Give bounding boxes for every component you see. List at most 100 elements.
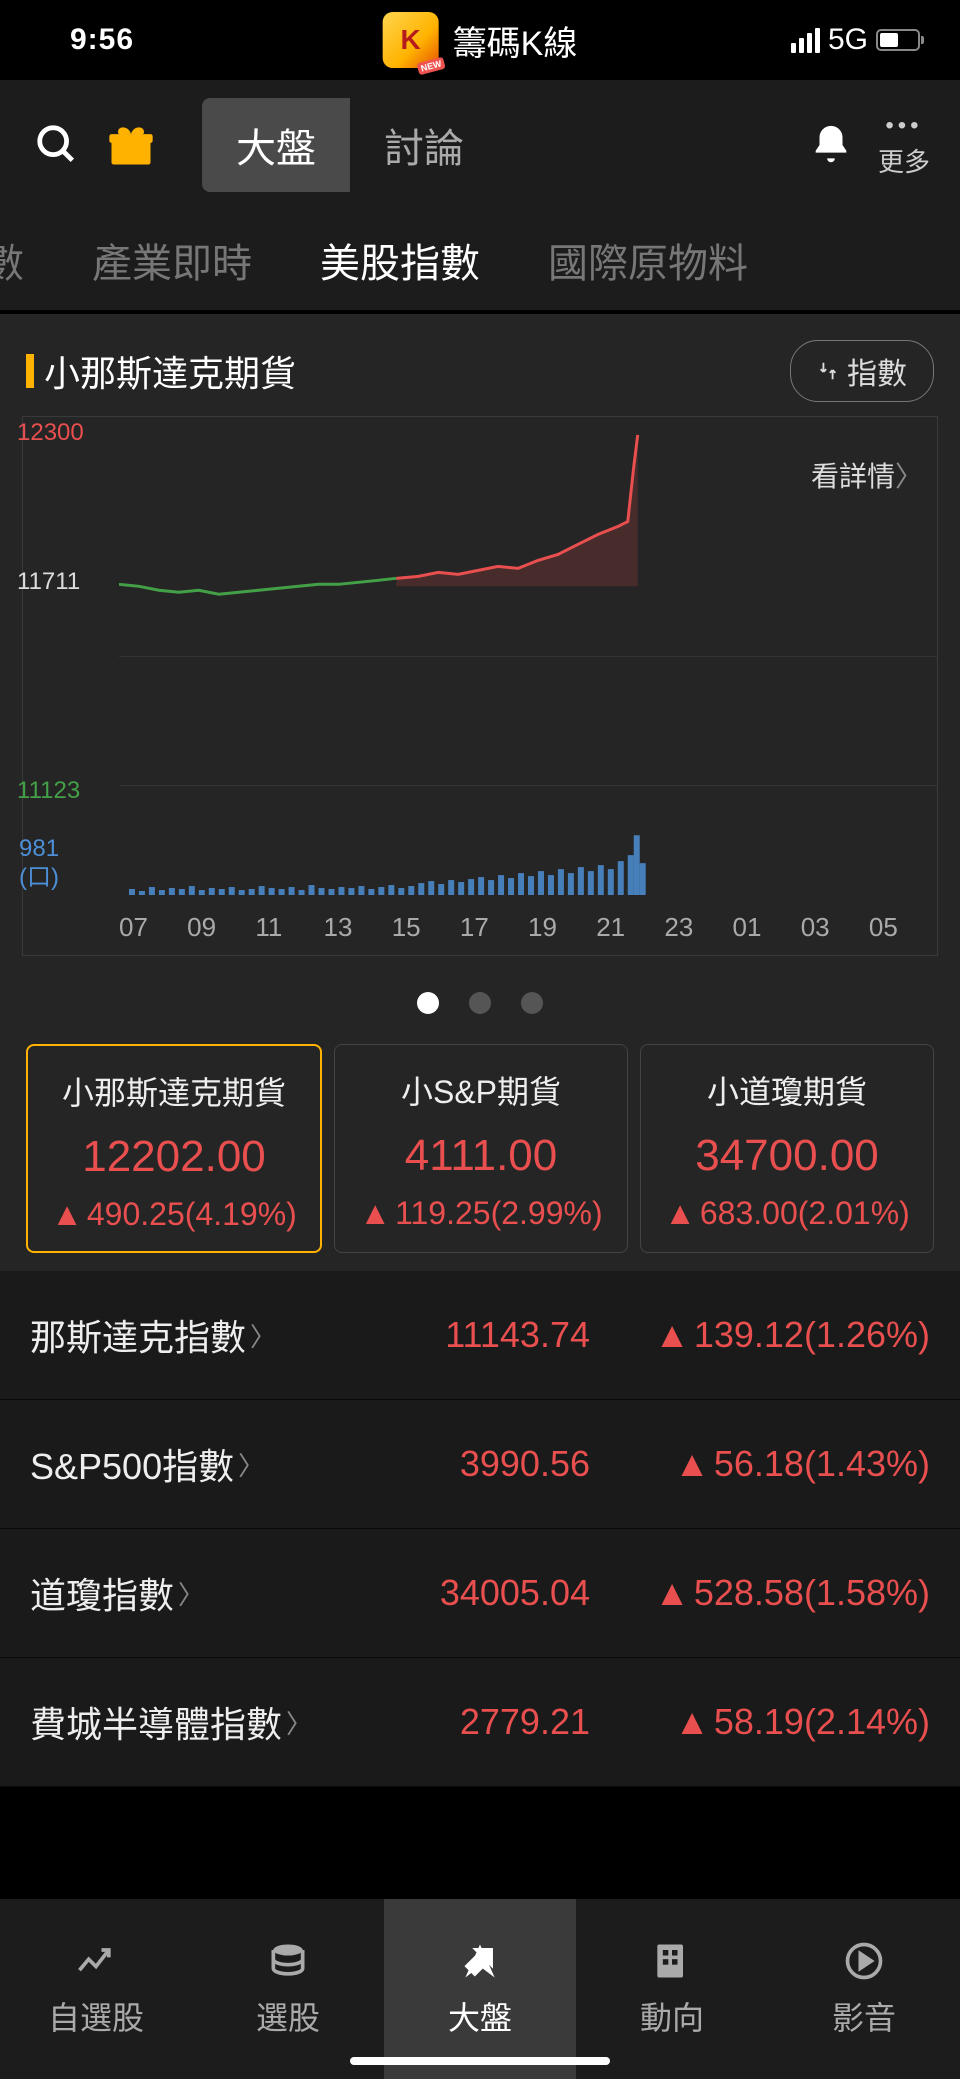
chart-title-text: 小那斯達克期貨 xyxy=(44,345,296,397)
more-dots-icon: ••• xyxy=(885,112,922,140)
more-button[interactable]: ••• 更多 xyxy=(878,112,930,179)
nav-video[interactable]: 影音 xyxy=(768,1899,960,2079)
bottom-nav: 自選股 選股 大盤 動向 影音 xyxy=(0,1899,960,2079)
x-tick: 19 xyxy=(528,912,596,943)
nav-market[interactable]: 大盤 xyxy=(384,1899,576,2079)
subtab-intl-materials[interactable]: 國際原物料 xyxy=(544,231,752,289)
card-change: 683.00(2.01%) xyxy=(647,1195,927,1232)
index-toggle-button[interactable]: 指數 xyxy=(790,340,934,402)
x-tick: 05 xyxy=(869,912,937,943)
card-name: 小道瓊期貨 xyxy=(647,1067,927,1113)
index-list: 那斯達克指數〉 11143.74 139.12(1.26%)S&P500指數〉 … xyxy=(0,1271,960,1787)
sub-tabs[interactable]: 數 產業即時 美股指數 國際原物料 xyxy=(0,210,960,310)
index-value: 34005.04 xyxy=(360,1572,590,1614)
index-label: 費城半導體指數〉 xyxy=(30,1696,360,1748)
x-tick: 17 xyxy=(460,912,528,943)
search-icon[interactable] xyxy=(30,118,84,172)
nav-video-label: 影音 xyxy=(832,1993,896,2039)
x-tick: 03 xyxy=(801,912,869,943)
battery-icon xyxy=(876,29,920,51)
nav-trend[interactable]: 動向 xyxy=(576,1899,768,2079)
pager-dot-2[interactable] xyxy=(521,992,543,1014)
main-tab-group: 大盤 討論 xyxy=(202,98,498,192)
nav-screener[interactable]: 選股 xyxy=(192,1899,384,2079)
nav-screener-label: 選股 xyxy=(256,1993,320,2039)
chevron-right-icon: 〉 xyxy=(286,1704,312,1741)
nav-watchlist-label: 自選股 xyxy=(48,1993,144,2039)
chevron-right-icon: 〉 xyxy=(250,1317,276,1354)
futures-card-2[interactable]: 小道瓊期貨 34700.00 683.00(2.01%) xyxy=(640,1044,934,1253)
card-name: 小那斯達克期貨 xyxy=(34,1068,314,1114)
subtab-industry[interactable]: 產業即時 xyxy=(88,231,256,289)
nav-watchlist[interactable]: 自選股 xyxy=(0,1899,192,2079)
status-bar: 9:56 K 籌碼K線 5G xyxy=(0,0,960,80)
futures-cards: 小那斯達克期貨 12202.00 490.25(4.19%)小S&P期貨 411… xyxy=(22,1044,938,1271)
pager-dot-0[interactable] xyxy=(417,992,439,1014)
gift-icon[interactable] xyxy=(104,118,158,172)
x-tick: 21 xyxy=(596,912,664,943)
tab-discuss[interactable]: 討論 xyxy=(350,98,498,192)
chart-pager[interactable] xyxy=(22,956,938,1044)
x-tick: 11 xyxy=(255,912,323,943)
home-indicator[interactable] xyxy=(350,2057,610,2065)
status-time: 9:56 xyxy=(70,23,134,57)
chevron-right-icon: 〉 xyxy=(238,1446,264,1483)
x-axis: 070911131517192123010305 xyxy=(119,912,937,943)
more-label: 更多 xyxy=(878,142,930,179)
chart-plot xyxy=(119,417,937,895)
index-change: 56.18(1.43%) xyxy=(590,1443,930,1485)
index-row-3[interactable]: 費城半導體指數〉 2779.21 58.19(2.14%) xyxy=(0,1658,960,1787)
bell-icon[interactable] xyxy=(804,118,858,172)
chevron-right-icon: 〉 xyxy=(178,1575,204,1612)
index-row-0[interactable]: 那斯達克指數〉 11143.74 139.12(1.26%) xyxy=(0,1271,960,1400)
top-bar: 大盤 討論 ••• 更多 xyxy=(0,80,960,210)
vol-max: 981 xyxy=(19,835,59,864)
y-tick-top: 12300 xyxy=(17,417,109,447)
subtab-us-index[interactable]: 美股指數 xyxy=(316,231,484,289)
y-tick-mid: 11711 xyxy=(17,568,109,596)
index-label: 那斯達克指數〉 xyxy=(30,1309,360,1361)
card-price: 12202.00 xyxy=(34,1132,314,1182)
index-row-2[interactable]: 道瓊指數〉 34005.04 528.58(1.58%) xyxy=(0,1529,960,1658)
app-name: 籌碼K線 xyxy=(453,16,578,65)
index-value: 3990.56 xyxy=(360,1443,590,1485)
card-price: 34700.00 xyxy=(647,1131,927,1181)
vol-unit: (口) xyxy=(19,864,59,893)
subtab-prev[interactable]: 數 xyxy=(0,231,28,289)
index-toggle-label: 指數 xyxy=(847,349,907,393)
chart-section: 小那斯達克期貨 指數 12300 11711 11123 981 (口) 看詳情… xyxy=(0,314,960,1271)
signal-icon xyxy=(791,28,820,53)
index-change: 139.12(1.26%) xyxy=(590,1314,930,1356)
card-change: 490.25(4.19%) xyxy=(34,1196,314,1233)
app-icon: K xyxy=(383,12,439,68)
status-app: K 籌碼K線 xyxy=(383,12,578,68)
index-change: 58.19(2.14%) xyxy=(590,1701,930,1743)
nav-trend-label: 動向 xyxy=(640,1993,704,2039)
status-right: 5G xyxy=(791,23,920,57)
pager-dot-1[interactable] xyxy=(469,992,491,1014)
network-label: 5G xyxy=(828,23,868,57)
y-tick-bot: 11123 xyxy=(17,777,109,805)
nav-market-label: 大盤 xyxy=(448,1993,512,2039)
futures-card-1[interactable]: 小S&P期貨 4111.00 119.25(2.99%) xyxy=(334,1044,628,1253)
index-label: S&P500指數〉 xyxy=(30,1438,360,1490)
y-axis: 12300 11711 11123 xyxy=(17,417,109,895)
x-tick: 23 xyxy=(664,912,732,943)
x-tick: 13 xyxy=(324,912,392,943)
card-change: 119.25(2.99%) xyxy=(341,1195,621,1232)
volume-axis: 981 (口) xyxy=(19,835,59,893)
x-tick: 07 xyxy=(119,912,187,943)
card-name: 小S&P期貨 xyxy=(341,1067,621,1113)
index-value: 2779.21 xyxy=(360,1701,590,1743)
chart-box[interactable]: 12300 11711 11123 981 (口) 看詳情〉 070911131… xyxy=(22,416,938,956)
card-price: 4111.00 xyxy=(341,1131,621,1181)
index-row-1[interactable]: S&P500指數〉 3990.56 56.18(1.43%) xyxy=(0,1400,960,1529)
index-value: 11143.74 xyxy=(360,1314,590,1356)
futures-card-0[interactable]: 小那斯達克期貨 12202.00 490.25(4.19%) xyxy=(26,1044,322,1253)
tab-market[interactable]: 大盤 xyxy=(202,98,350,192)
x-tick: 15 xyxy=(392,912,460,943)
chart-title: 小那斯達克期貨 xyxy=(26,345,296,397)
x-tick: 01 xyxy=(733,912,801,943)
x-tick: 09 xyxy=(187,912,255,943)
index-label: 道瓊指數〉 xyxy=(30,1567,360,1619)
